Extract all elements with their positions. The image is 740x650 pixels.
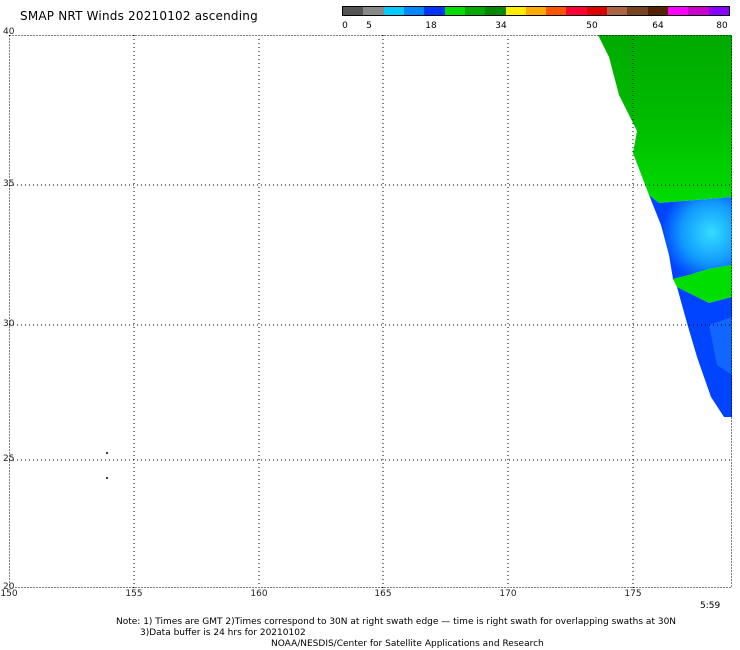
lat-label-30: 30 (3, 319, 15, 329)
legend-segment (343, 7, 364, 15)
legend-segment (383, 7, 404, 15)
lon-label-165: 165 (374, 589, 392, 599)
wind-swath-green-band (673, 265, 732, 303)
lon-label-170: 170 (499, 589, 517, 599)
legend-segment (546, 7, 567, 15)
wind-swath-blue-middle (649, 195, 732, 279)
legend-segment (586, 7, 608, 15)
legend-segment (363, 7, 384, 15)
map-title: SMAP NRT Winds 20210102 ascending (20, 9, 258, 23)
legend-label-5: 5 (366, 21, 372, 31)
note-line-1: Note: 1) Times are GMT 2)Times correspon… (116, 617, 677, 627)
wind-swath-cyan-patch (709, 317, 732, 375)
legend-segment (566, 7, 587, 15)
lat-label-40: 40 (3, 27, 15, 37)
lon-label-160: 160 (250, 589, 268, 599)
lat-label-20: 20 (3, 582, 15, 592)
lon-label-150: 150 (0, 589, 18, 599)
lon-label-155: 155 (125, 589, 143, 599)
legend-segment (688, 7, 709, 15)
wind-speed-legend: 0 5 18 34 50 64 80 (342, 6, 730, 32)
legend-segment (525, 7, 547, 15)
lat-label-25: 25 (3, 454, 15, 464)
wind-swath-blue-south (677, 287, 732, 417)
wind-swath-green-north (598, 35, 732, 203)
legend-label-64: 64 (652, 21, 664, 31)
swath-time-label: 5:59 (700, 601, 721, 611)
legend-label-50: 50 (586, 21, 598, 31)
legend-segment (708, 7, 729, 15)
small-island-dot (106, 477, 108, 479)
legend-label-80: 80 (716, 21, 728, 31)
legend-color-bar (342, 6, 730, 16)
legend-segment (668, 7, 689, 15)
legend-label-0: 0 (342, 21, 348, 31)
legend-label-18: 18 (425, 21, 437, 31)
credit-line: NOAA/NESDIS/Center for Satellite Applica… (271, 639, 544, 649)
legend-segment (647, 7, 668, 15)
legend-segment (485, 7, 506, 15)
legend-segment (403, 7, 425, 15)
note-line-2: 3)Data buffer is 24 hrs for 20210102 (140, 628, 306, 638)
legend-segment (505, 7, 526, 15)
lon-label-175: 175 (624, 589, 642, 599)
legend-segment (444, 7, 465, 15)
graticule (9, 35, 732, 588)
legend-segment (464, 7, 486, 15)
map-plot-area (9, 35, 732, 588)
legend-segment (607, 7, 628, 15)
lat-label-35: 35 (3, 179, 15, 189)
wind-map (9, 35, 732, 588)
legend-label-34: 34 (495, 21, 507, 31)
small-island-dot (106, 452, 108, 454)
legend-segment (424, 7, 445, 15)
legend-segment (627, 7, 648, 15)
map-frame (9, 35, 732, 588)
